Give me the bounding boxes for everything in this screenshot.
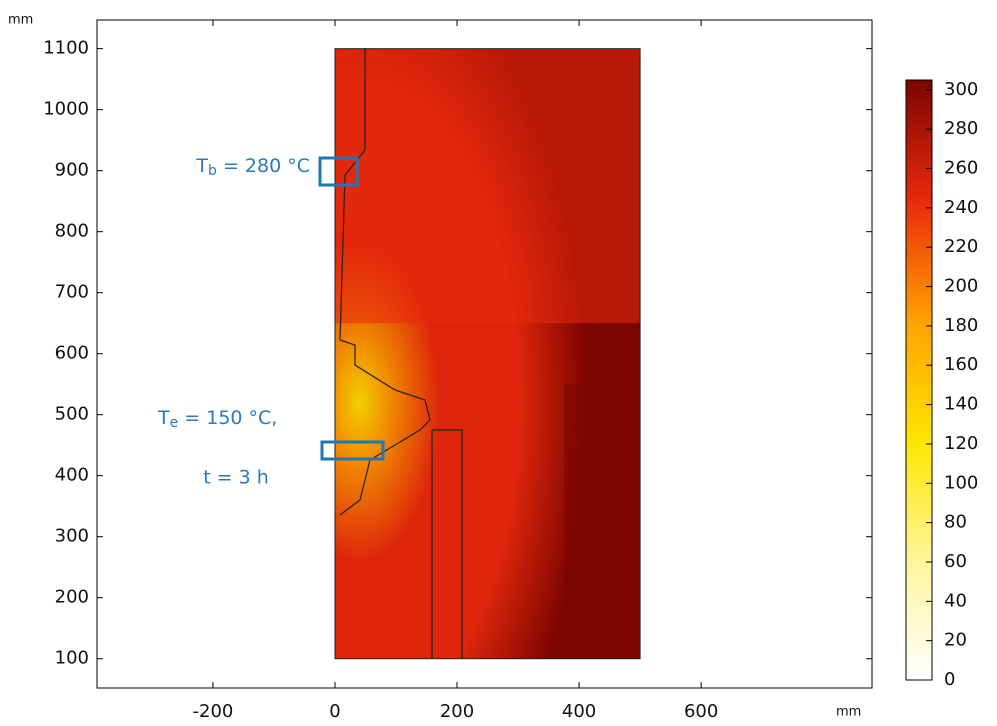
domain-right <box>563 384 641 617</box>
y-tick-label: 900 <box>55 160 89 181</box>
colorbar-tick-label: 240 <box>944 197 978 218</box>
colorbar-tick-label: 160 <box>944 354 978 375</box>
y-tick-label: 1000 <box>43 99 89 120</box>
colorbar-tick-label: 260 <box>944 158 978 179</box>
y-tick-label: 300 <box>55 526 89 547</box>
structure-outline <box>432 429 463 659</box>
colorbar-tick-label: 100 <box>944 472 978 493</box>
colorbar-tick-label: 300 <box>944 79 978 100</box>
annotation: Te = 150 °C, <box>157 407 277 432</box>
y-tick-label: 100 <box>55 648 89 669</box>
structure-outline <box>339 48 366 341</box>
probe-box <box>318 156 359 187</box>
colorbar-tick-label: 60 <box>944 551 967 572</box>
structure-outline <box>339 339 431 516</box>
colorbar-tick-label: 180 <box>944 315 978 336</box>
y-tick-label: 500 <box>55 404 89 425</box>
colorbar-tick-label: 140 <box>944 394 978 415</box>
x-tick-label: 400 <box>562 701 596 722</box>
field <box>334 48 641 660</box>
x-tick-label: 600 <box>684 701 718 722</box>
y-tick-label: 200 <box>55 587 89 608</box>
annotation-symbol: T <box>195 155 208 177</box>
y-axis-label: mm <box>8 13 33 28</box>
y-tick-label: 600 <box>55 343 89 364</box>
y-tick-label: 800 <box>55 221 89 242</box>
annotation-text: = 280 °C <box>217 155 310 177</box>
colorbar-tick-label: 280 <box>944 118 978 139</box>
annotation-subscript: e <box>170 415 179 431</box>
annotation: Tb = 280 °C <box>195 155 310 180</box>
colorbar-tick-label: 220 <box>944 236 978 257</box>
annotation-subscript: b <box>208 163 217 179</box>
colorbar-tick-label: 200 <box>944 276 978 297</box>
annotation-text: = 150 °C, <box>178 407 277 429</box>
y-tick-label: 700 <box>55 282 89 303</box>
annotation-symbol: T <box>157 407 170 429</box>
colorbar-tick-label: 120 <box>944 433 978 454</box>
colorbar-tick-label: 80 <box>944 512 967 533</box>
colorbar-tick-label: 20 <box>944 630 967 651</box>
colorbar <box>905 79 933 681</box>
colorbar-tick-label: 0 <box>944 669 955 690</box>
y-tick-label: 400 <box>55 465 89 486</box>
probe-box <box>320 440 385 461</box>
x-tick-label: 0 <box>329 701 340 722</box>
x-tick-label: 200 <box>440 701 474 722</box>
axes: -200 0 200 400 600 100 200 300 400 500 600 700 800 90… <box>43 20 872 722</box>
colorbar-tick-label: 40 <box>944 590 967 611</box>
x-axis-label: mm <box>836 705 861 720</box>
y-tick-label: 1100 <box>43 38 89 59</box>
domain-upper <box>334 48 641 324</box>
annotation: t = 3 h <box>203 467 269 489</box>
domain-outline <box>334 48 641 660</box>
x-tick-label: -200 <box>193 701 234 722</box>
